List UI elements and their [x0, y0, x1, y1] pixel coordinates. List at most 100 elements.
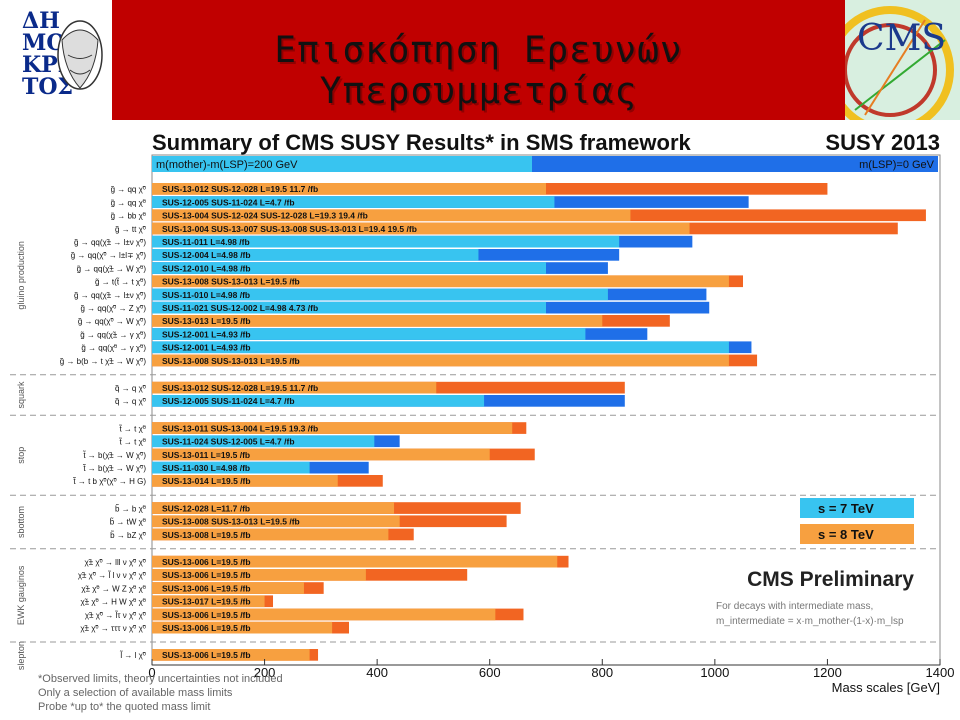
bar-limit-light: [152, 235, 620, 248]
bar-limit-light: [152, 595, 265, 608]
page-title: Επισκόπηση Ερευνών Υπερσυμμετρίας: [274, 30, 683, 112]
bar-limit-light: [152, 608, 496, 621]
bar-analysis-label: SUS-11-021 SUS-12-002 L=4.98 4.73 /fb: [162, 303, 318, 313]
process-label: χ̃± χ̃⁰ → τττ ν χ̃⁰ χ̃⁰: [80, 624, 146, 633]
bar-limit-light: [152, 328, 586, 340]
group-label: sbottom: [16, 506, 26, 538]
bar-analysis-label: SUS-11-010 L=4.98 /fb: [162, 290, 250, 300]
process-label: q̃ → q χ̃⁰: [115, 397, 146, 406]
process-label: g̃ → qq(χ̃⁰ → W χ̃⁰): [78, 317, 147, 326]
bar-analysis-label: SUS-13-014 L=19.5 /fb: [162, 476, 251, 486]
bar-analysis-label: SUS-12-001 L=4.93 /fb: [162, 329, 251, 339]
cms-logo-text: CMS: [857, 18, 946, 59]
x-axis-label: Mass scales [GeV]: [832, 680, 940, 695]
susy-summary-chart: Summary of CMS SUSY Results* in SMS fram…: [10, 130, 954, 713]
process-label: χ̃± χ̃⁰ → lll ν χ̃⁰ χ̃⁰: [85, 558, 146, 567]
bar-limit-light: [152, 301, 546, 314]
bar-analysis-label: SUS-13-017 L=19.5 /fb: [162, 597, 251, 607]
footnote-2: Only a selection of available mass limit…: [38, 687, 233, 699]
process-label: b̃ → bZ χ̃⁰: [110, 531, 146, 540]
bar-analysis-label: SUS-13-011 L=19.5 /fb: [162, 450, 250, 460]
header-bar: ΔΗ ΜΟ ΚΡΙ ΤΟΣ Επισκόπηση Ερευνών Υπερσυμ…: [0, 0, 960, 134]
bar-limit-light: [152, 275, 729, 288]
bar-limit-light: [152, 222, 690, 235]
bar-analysis-label: SUS-13-004 SUS-13-007 SUS-13-008 SUS-13-…: [162, 224, 417, 234]
cms-preliminary-label: CMS Preliminary: [747, 568, 914, 591]
process-label: g̃ → qq(χ̃± → W χ̃⁰): [76, 264, 146, 273]
bar-analysis-label: SUS-11-030 L=4.98 /fb: [162, 463, 250, 473]
note-line-1: For decays with intermediate mass,: [716, 601, 873, 612]
process-label: g̃ → bb χ̃⁰: [110, 212, 146, 221]
process-label: g̃ → qq(χ̃⁰ → l±l∓ χ̃⁰): [70, 251, 146, 260]
chart-title-right: SUSY 2013: [825, 130, 940, 155]
process-label: g̃ → qq(χ̃± → l±ν χ̃⁰): [74, 238, 147, 247]
svg-text:ΔΗ: ΔΗ: [22, 8, 60, 34]
bar-limit-light: [152, 448, 490, 461]
group-label: stop: [16, 447, 26, 464]
process-label: g̃ → qq(χ̃⁰ → γ χ̃⁰): [81, 344, 146, 353]
x-tick-label: 1000: [700, 665, 729, 680]
process-label: g̃ → qq(χ̃⁰ → Z χ̃⁰): [80, 304, 146, 313]
bar-limit-light: [152, 341, 729, 354]
process-label: χ̃± χ̃⁰ → H W χ̃⁰ χ̃⁰: [81, 598, 146, 607]
bar-analysis-label: SUS-13-012 SUS-12-028 L=19.5 11.7 /fb: [162, 184, 318, 194]
bar-analysis-label: SUS-13-013 L=19.5 /fb: [162, 316, 251, 326]
groups-layer: gluino production squark stop sbottom EWK ga…: [10, 241, 940, 670]
process-label: χ̃± χ̃⁰ → l̃τ ν χ̃⁰ χ̃⁰: [85, 611, 146, 620]
bar-analysis-label: SUS-13-006 L=19.5 /fb: [162, 570, 251, 580]
bar-limit-light: [152, 582, 304, 594]
bar-limit-light: [152, 435, 375, 448]
bar-analysis-label: SUS-11-024 SUS-12-005 L=4.7 /fb: [162, 437, 295, 447]
bar-limit-light: [152, 288, 608, 301]
bar-analysis-label: SUS-11-011 L=4.98 /fb: [162, 237, 250, 247]
process-label: q̃ → q χ̃⁰: [115, 384, 146, 393]
top-band-left-label: m(mother)-m(LSP)=200 GeV: [156, 159, 298, 171]
bar-analysis-label: SUS-13-008 SUS-13-013 L=19.5 /fb: [162, 517, 300, 527]
process-label: t̃ → b(χ̃± → W χ̃⁰): [82, 451, 146, 460]
bar-limit-light: [152, 528, 389, 541]
x-tick-label: 600: [479, 665, 501, 680]
x-tick-label: 400: [366, 665, 388, 680]
top-band-light: [152, 156, 532, 172]
bar-limit-light: [152, 381, 437, 394]
bar-analysis-label: SUS-13-006 L=19.5 /fb: [162, 650, 251, 660]
bars-layer: SUS-13-012 SUS-12-028 L=19.5 11.7 /fb g̃ …: [59, 183, 926, 661]
process-label: t̃ → t b χ̃⁰(χ̃⁰ → H G): [72, 477, 146, 486]
x-tick-label: 0: [148, 665, 155, 680]
bar-analysis-label: SUS-13-006 L=19.5 /fb: [162, 557, 251, 567]
group-label: EWK gauginos: [16, 565, 26, 625]
x-tick-label: 200: [254, 665, 276, 680]
bar-limit-light: [152, 502, 395, 514]
bar-analysis-label: SUS-12-001 L=4.93 /fb: [162, 343, 251, 353]
democritos-logo: ΔΗ ΜΟ ΚΡΙ ΤΟΣ: [0, 0, 112, 120]
cms-emblem: CMS: [826, 0, 960, 134]
democritos-emblem: ΔΗ ΜΟ ΚΡΙ ΤΟΣ: [22, 8, 103, 100]
bar-limit-light: [152, 354, 729, 367]
process-label: t̃ → t χ̃⁰: [118, 438, 146, 447]
bar-analysis-label: SUS-12-010 L=4.98 /fb: [162, 263, 251, 273]
process-label: t̃ → t χ̃⁰: [118, 424, 146, 433]
chart-title: Summary of CMS SUSY Results* in SMS fram…: [152, 130, 692, 155]
bar-limit-light: [152, 555, 558, 568]
cms-logo: CMS: [826, 0, 960, 134]
footnote-3: Probe *up to* the quoted mass limit: [38, 701, 210, 713]
bar-analysis-label: SUS-13-008 SUS-13-013 L=19.5 /fb: [162, 277, 300, 287]
process-label: b̃ → b χ̃⁰: [115, 504, 146, 513]
process-label: g̃ → qq(χ̃± → l±ν χ̃⁰): [74, 291, 147, 300]
process-label: g̃ → qq χ̃⁰: [110, 198, 146, 207]
bar-analysis-label: SUS-12-005 SUS-11-024 L=4.7 /fb: [162, 197, 295, 207]
bar-limit-light: [152, 395, 485, 407]
bar-limit-light: [152, 249, 479, 261]
bar-limit-light: [152, 262, 546, 274]
process-label: g̃ → qq χ̃⁰: [110, 185, 146, 194]
process-label: χ̃± χ̃⁰ → l̃ l ν ν χ̃⁰ χ̃⁰: [78, 571, 146, 580]
bar-limit-light: [152, 183, 546, 195]
legend-8tev-swatch: [800, 524, 914, 544]
process-label: g̃ → tt χ̃⁰: [115, 225, 146, 234]
bar-analysis-label: SUS-13-006 L=19.5 /fb: [162, 610, 251, 620]
process-label: t̃ → b(χ̃± → W χ̃⁰): [82, 464, 146, 473]
bar-limit-light: [152, 515, 400, 528]
group-label: gluino production: [16, 241, 26, 310]
top-band-right-label: m(LSP)=0 GeV: [859, 159, 935, 171]
bar-limit-light: [152, 649, 310, 661]
